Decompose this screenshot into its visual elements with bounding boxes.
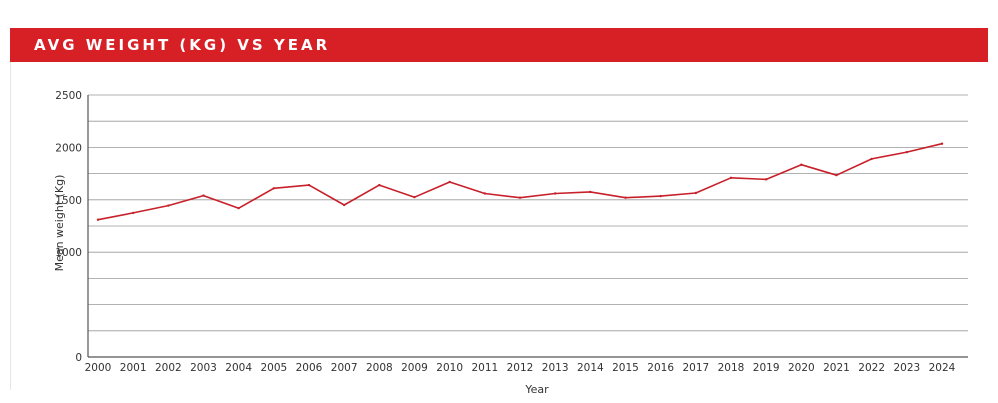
x-tick-label: 2001 xyxy=(120,362,147,374)
y-tick-label: 2000 xyxy=(55,142,82,154)
x-tick-label: 2011 xyxy=(471,362,498,374)
chart-title: AVG WEIGHT (KG) VS YEAR xyxy=(34,36,331,54)
x-tick-label: 2004 xyxy=(225,362,252,374)
x-tick-label: 2002 xyxy=(155,362,182,374)
x-tick-label: 2014 xyxy=(577,362,604,374)
data-point xyxy=(413,195,416,199)
data-point xyxy=(870,157,873,161)
chart-title-bar: AVG WEIGHT (KG) VS YEAR xyxy=(10,28,988,62)
data-point xyxy=(659,194,662,198)
data-point xyxy=(378,183,381,187)
data-point xyxy=(483,192,487,195)
data-point xyxy=(272,187,276,190)
data-point xyxy=(553,192,557,195)
x-tick-label: 2005 xyxy=(260,362,287,374)
data-point xyxy=(940,142,944,145)
x-tick-label: 2024 xyxy=(929,362,956,374)
data-point xyxy=(624,196,627,199)
card-left-border xyxy=(10,40,11,390)
x-tick-label: 2016 xyxy=(647,362,674,374)
x-tick-label: 2003 xyxy=(190,362,217,374)
x-tick-label: 2021 xyxy=(823,362,850,374)
x-tick-label: 2009 xyxy=(401,362,428,374)
y-axis-title: Mean weight (Kg) xyxy=(53,175,66,272)
x-tick-label: 2013 xyxy=(542,362,569,374)
x-tick-label: 2010 xyxy=(436,362,463,374)
data-point xyxy=(448,180,451,184)
data-point xyxy=(835,173,838,177)
x-tick-label: 2020 xyxy=(788,362,815,374)
data-point xyxy=(764,178,768,181)
data-point xyxy=(342,203,346,207)
y-tick-label: 2500 xyxy=(55,90,82,102)
x-tick-label: 2023 xyxy=(893,362,920,374)
x-axis-title: Year xyxy=(524,383,549,396)
y-tick-label: 1500 xyxy=(55,195,82,207)
series-group xyxy=(96,142,944,221)
x-tick-label: 2008 xyxy=(366,362,393,374)
data-point xyxy=(729,176,733,179)
data-point xyxy=(202,194,205,197)
data-point xyxy=(96,218,100,221)
y-tick-label: 1000 xyxy=(55,247,82,259)
x-tick-label: 2007 xyxy=(331,362,358,374)
x-tick-label: 2000 xyxy=(85,362,112,374)
x-tick-label: 2006 xyxy=(296,362,323,374)
y-tick-label: 0 xyxy=(75,352,82,364)
x-tick-label: 2017 xyxy=(682,362,709,374)
y-tick-labels: 0 1000 1500 2000 2500 xyxy=(55,90,82,364)
data-point xyxy=(800,163,803,166)
x-tick-label: 2018 xyxy=(718,362,745,374)
x-tick-label: 2015 xyxy=(612,362,639,374)
grid-lines xyxy=(87,94,968,358)
x-tick-label: 2022 xyxy=(858,362,885,374)
data-point xyxy=(131,211,135,215)
x-tick-label: 2019 xyxy=(753,362,780,374)
data-point xyxy=(694,191,698,195)
data-point xyxy=(905,150,909,154)
data-point xyxy=(167,204,170,207)
series-line xyxy=(97,142,943,221)
x-tick-label: 2012 xyxy=(507,362,534,374)
data-point xyxy=(518,196,522,199)
data-point xyxy=(307,183,311,187)
data-point xyxy=(237,206,240,210)
x-tick-labels: 2000 2001 2002 2003 2004 2005 2006 2007 2008 2009… xyxy=(85,362,956,374)
data-point xyxy=(589,190,592,194)
